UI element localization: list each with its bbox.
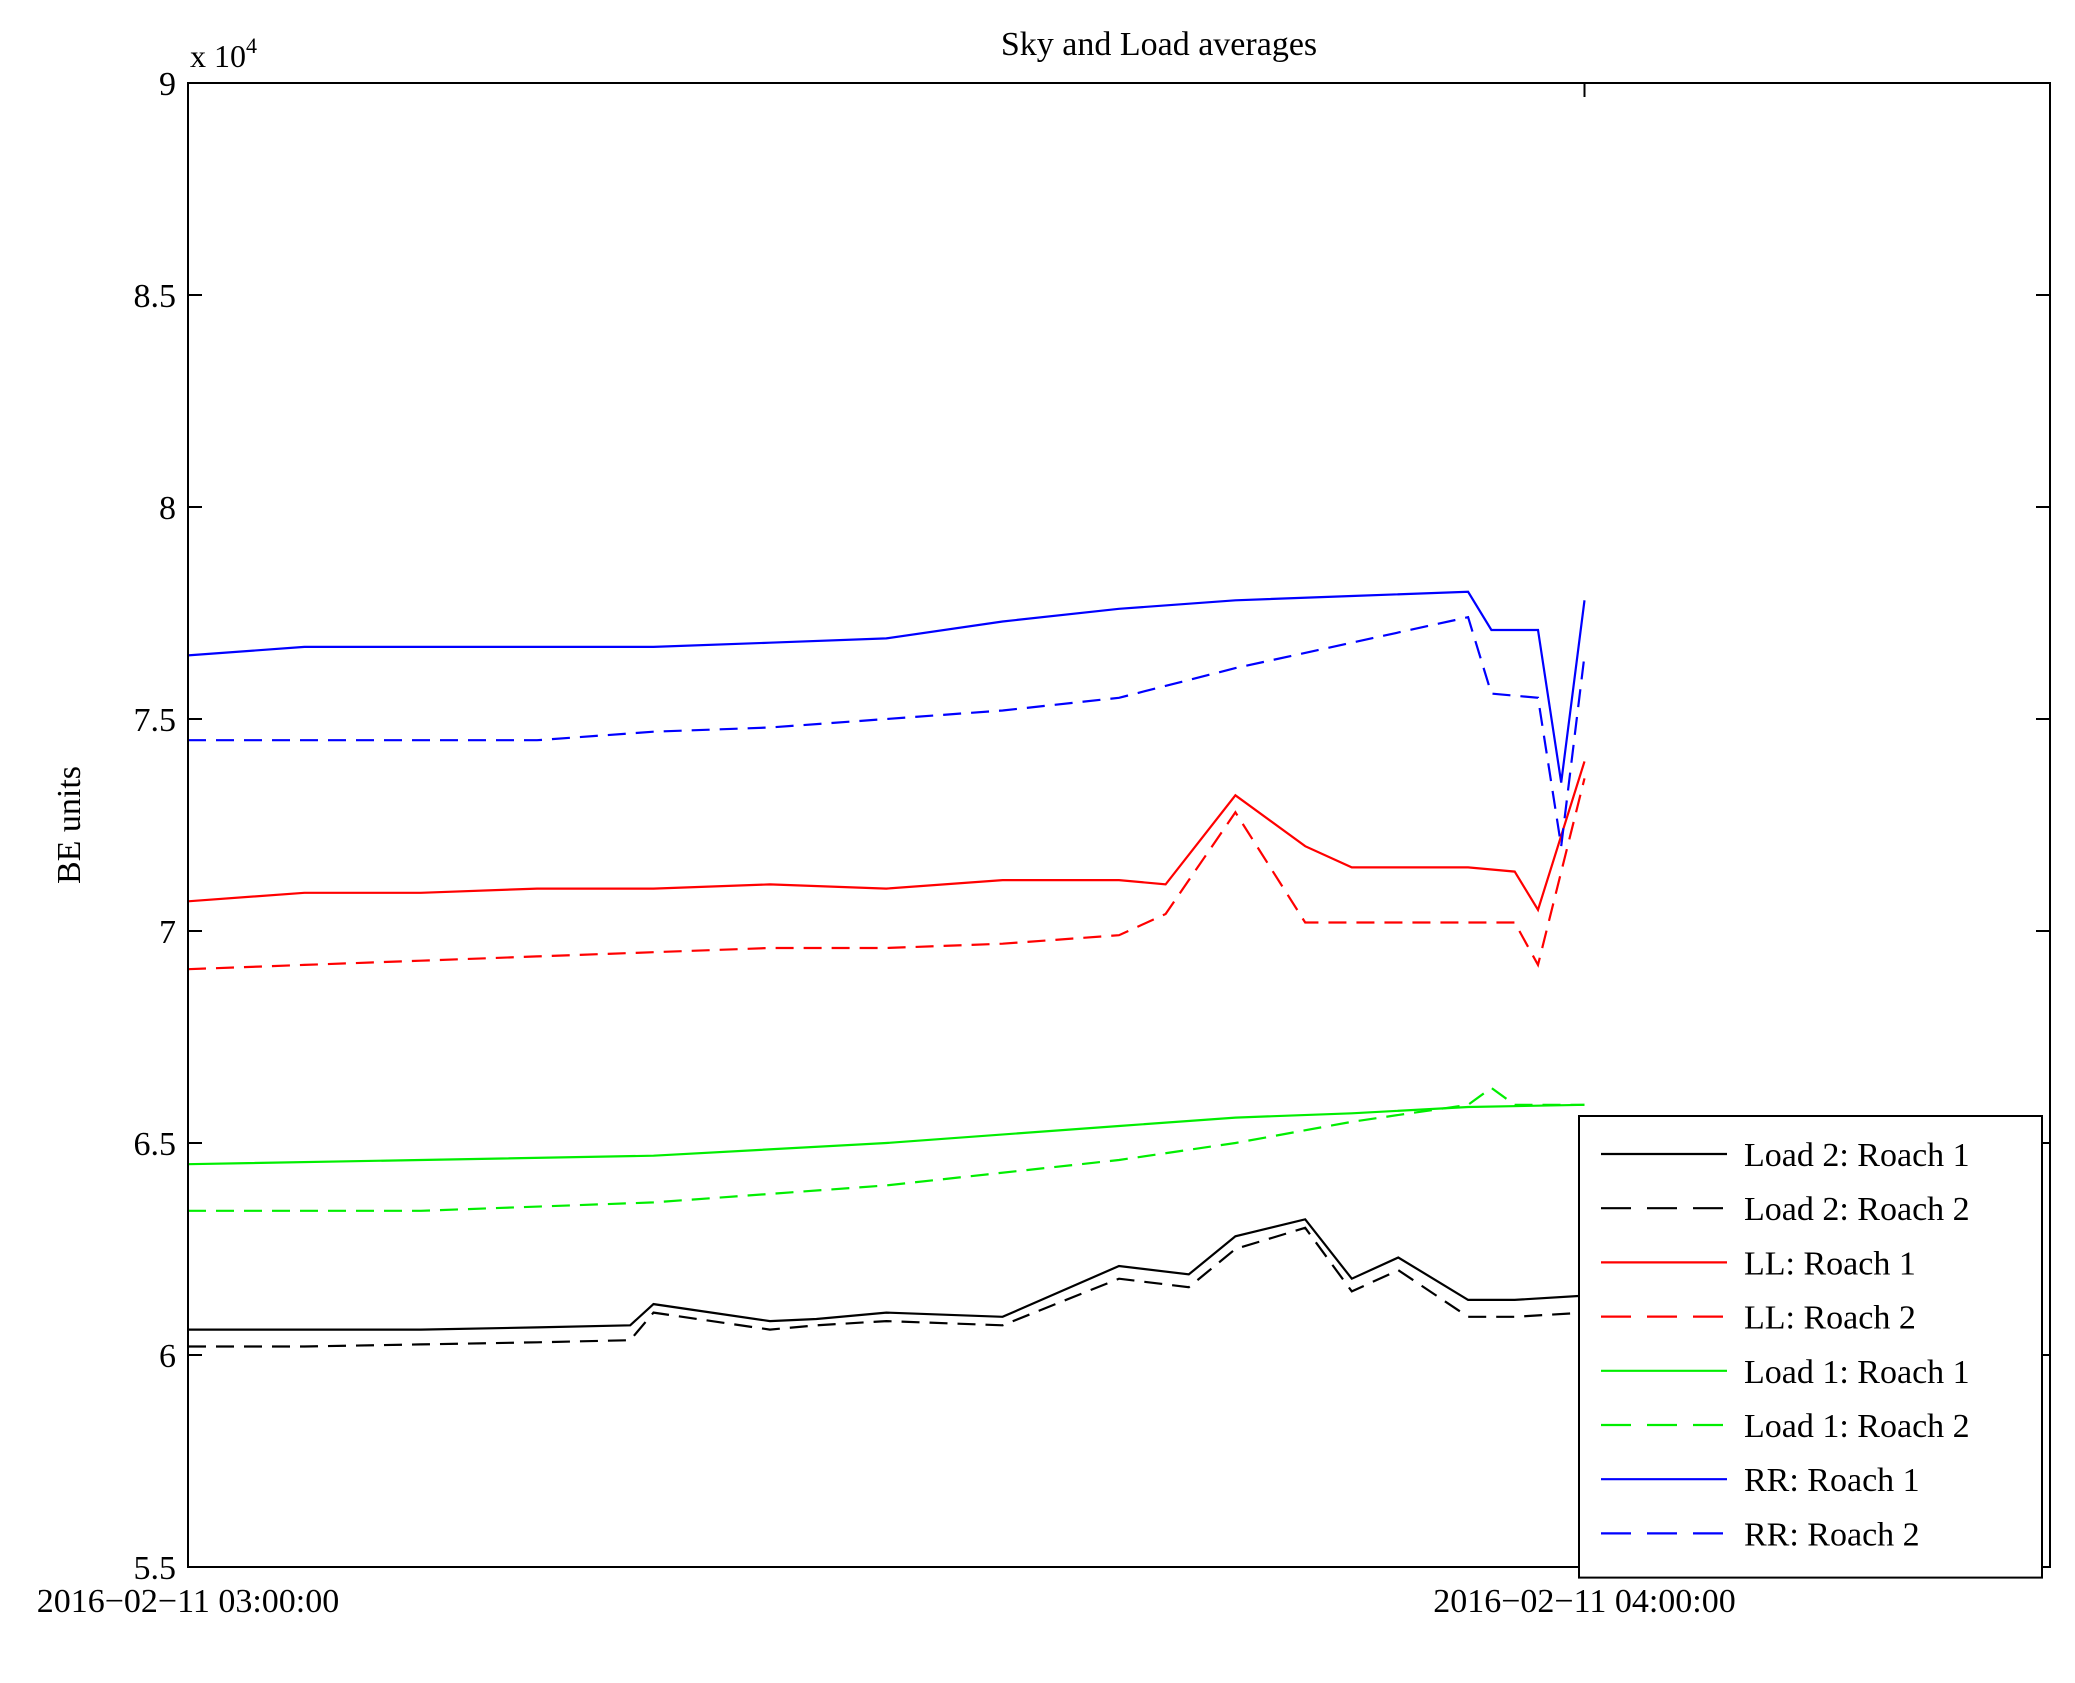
y-tick-label: 9: [159, 66, 176, 103]
legend-entry-label: Load 2: Roach 2: [1744, 1191, 1970, 1228]
series-line-3: [187, 761, 1586, 913]
y-tick-label: 6: [159, 1338, 176, 1375]
x-tick-label: 2016−02−11 03:00:00: [37, 1583, 339, 1620]
legend-entry-label: RR: Roach 1: [1744, 1462, 1920, 1499]
series-line-6: [188, 1086, 1585, 1212]
y-axis-label: BE units: [51, 766, 88, 884]
tick-layer: 5.5 6 6.5 7 7.5 8 8.5 9 2016−02−11 03:00:00 2016−…: [37, 66, 2050, 1620]
series-line-4: [187, 778, 1586, 971]
y-tick-label: 6.5: [134, 1126, 177, 1163]
series-line-8: [188, 615, 1586, 847]
y-multiplier-exponent: 4: [246, 33, 257, 58]
y-tick-label: 7: [159, 914, 176, 951]
series-line-1: [188, 1218, 1585, 1331]
axes-box: [187, 82, 2051, 1568]
series-line-7: [187, 590, 1586, 783]
series-layer: [187, 590, 1586, 1348]
y-tick-label: 5.5: [134, 1550, 177, 1587]
y-tick-label: 8: [159, 490, 176, 527]
legend-entry-label: LL: Roach 1: [1744, 1245, 1916, 1282]
series-line-5: [187, 1103, 1585, 1166]
legend-entry-label: RR: Roach 2: [1744, 1516, 1920, 1553]
legend-entry-label: LL: Roach 2: [1744, 1300, 1916, 1337]
y-multiplier-label: x 104: [190, 33, 257, 74]
legend-box: [1578, 1115, 2043, 1579]
y-multiplier-base: x 10: [190, 38, 246, 74]
y-tick-label: 8.5: [134, 278, 177, 315]
chart-title: Sky and Load averages: [1001, 26, 1317, 63]
legend-entry-label: Load 2: Roach 1: [1744, 1137, 1970, 1174]
legend-entry-label: Load 1: Roach 1: [1744, 1354, 1970, 1391]
series-line-2: [188, 1226, 1585, 1348]
legend: Load 2: Roach 1 Load 2: Roach 2 LL: Roach …: [1578, 1115, 2043, 1579]
y-tick-label: 7.5: [134, 702, 177, 739]
x-tick-label: 2016−02−11 04:00:00: [1433, 1583, 1735, 1620]
legend-entry-label: Load 1: Roach 2: [1744, 1408, 1970, 1445]
